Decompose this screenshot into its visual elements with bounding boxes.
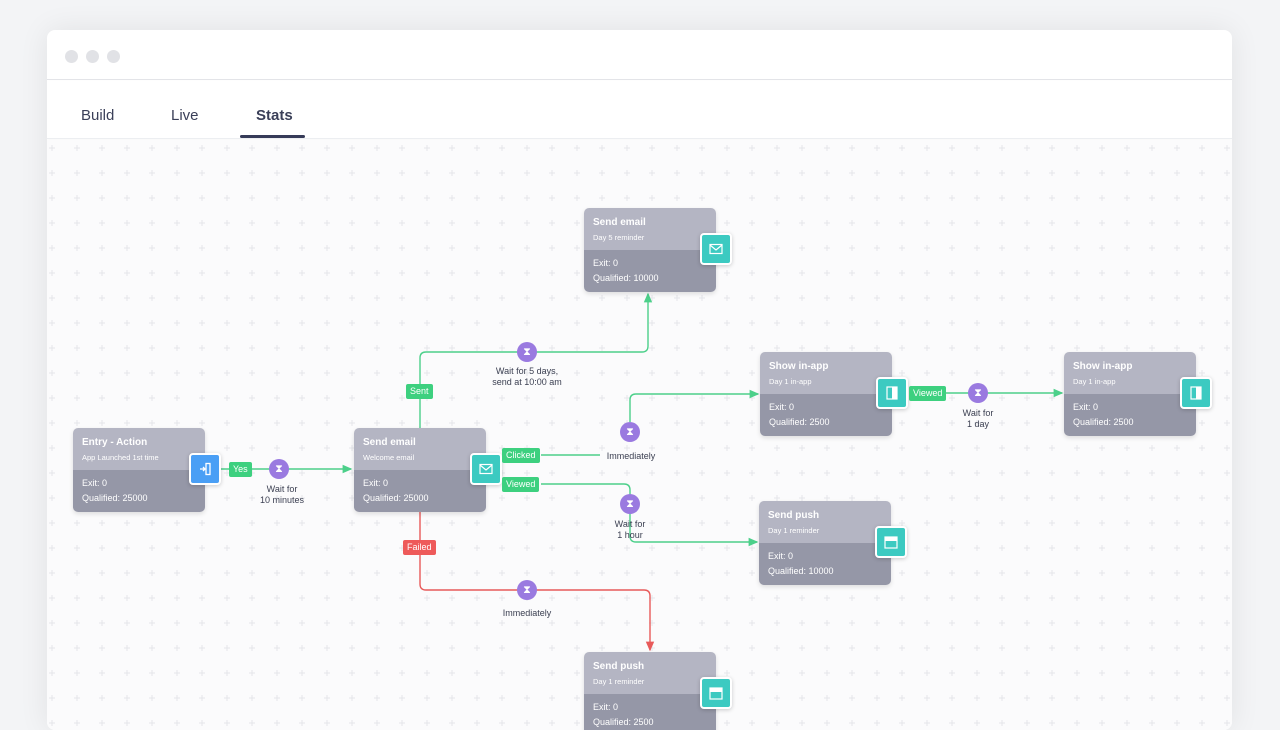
node-qualified: Qualified: 25000 — [363, 493, 429, 503]
hourglass-icon[interactable]: ⧗ — [620, 494, 640, 514]
node-title: Show in-app — [1073, 361, 1133, 372]
node-title: Show in-app — [769, 361, 829, 372]
tab-live[interactable]: Live — [171, 107, 199, 124]
branch-label-yes[interactable]: Yes — [229, 462, 252, 477]
node-title: Send email — [363, 437, 416, 448]
branch-label-failed[interactable]: Failed — [403, 540, 436, 555]
tab-stats[interactable]: Stats — [256, 107, 293, 124]
node-qualified: Qualified: 2500 — [1073, 417, 1134, 427]
tab-bar: Build Live Stats — [47, 81, 1232, 139]
branch-label-clicked[interactable]: Clicked — [502, 448, 540, 463]
node-qualified: Qualified: 2500 — [769, 417, 830, 427]
node-subtitle: Day 1 in-app — [1073, 377, 1116, 386]
node-show-in-app-1[interactable]: Show in-app Day 1 in-app Exit: 0 Qualified… — [760, 352, 908, 436]
hourglass-icon[interactable]: ⧗ — [517, 580, 537, 600]
node-entry-action[interactable]: Entry - Action App Launched 1st time Exit… — [73, 428, 221, 512]
node-send-push-1[interactable]: Send push Day 1 reminder Exit: 0 Qualified… — [759, 501, 907, 585]
in-app-icon — [1180, 377, 1212, 409]
node-title: Entry - Action — [82, 437, 148, 448]
connector-viewed — [541, 483, 759, 547]
node-send-email-welcome[interactable]: Send email Welcome email Exit: 0 Qualified… — [354, 428, 502, 512]
hourglass-icon[interactable]: ⧗ — [269, 459, 289, 479]
envelope-icon — [700, 233, 732, 265]
node-exit: Exit: 0 — [82, 478, 108, 488]
branch-label-viewed[interactable]: Viewed — [909, 386, 947, 401]
node-exit: Exit: 0 — [769, 402, 795, 412]
tab-build[interactable]: Build — [81, 107, 115, 124]
active-tab-indicator — [240, 135, 305, 138]
node-exit: Exit: 0 — [593, 702, 619, 712]
flow-canvas[interactable]: Entry - Action App Launched 1st time Exit… — [47, 140, 1232, 730]
wait-caption: Wait for 10 minutes — [259, 484, 305, 505]
hourglass-icon[interactable]: ⧗ — [517, 342, 537, 362]
branch-label-viewed[interactable]: Viewed — [502, 477, 540, 492]
node-exit: Exit: 0 — [593, 258, 619, 268]
wait-caption: Wait for 1 day — [962, 408, 994, 429]
wait-caption: Wait for 1 hour — [614, 519, 646, 540]
wait-caption: Wait for 5 days, send at 10:00 am — [492, 366, 562, 387]
app-window: Build Live Stats Entry - Action App Launc… — [47, 30, 1232, 730]
title-bar — [47, 30, 1232, 80]
wait-caption: Immediately — [603, 451, 659, 462]
node-send-push-2[interactable]: Send push Day 1 reminder Exit: 0 Qualified… — [584, 652, 732, 730]
node-title: Send push — [593, 661, 645, 672]
node-title: Send push — [768, 510, 820, 521]
envelope-icon — [470, 453, 502, 485]
window-dot[interactable] — [86, 50, 99, 63]
node-subtitle: Day 1 reminder — [768, 526, 820, 535]
branch-label-sent[interactable]: Sent — [406, 384, 433, 399]
wait-caption: Immediately — [502, 608, 552, 618]
node-exit: Exit: 0 — [1073, 402, 1099, 412]
node-qualified: Qualified: 25000 — [82, 493, 148, 503]
connector-immediate — [629, 389, 760, 422]
node-show-in-app-2[interactable]: Show in-app Day 1 in-app Exit: 0 Qualified… — [1064, 352, 1212, 436]
node-subtitle: Day 5 reminder — [593, 233, 645, 242]
node-subtitle: Day 1 reminder — [593, 677, 645, 686]
node-subtitle: App Launched 1st time — [82, 453, 159, 462]
hourglass-icon[interactable]: ⧗ — [620, 422, 640, 442]
push-icon — [875, 526, 907, 558]
hourglass-icon[interactable]: ⧗ — [968, 383, 988, 403]
node-subtitle: Day 1 in-app — [769, 377, 812, 386]
node-send-email-day5[interactable]: Send email Day 5 reminder Exit: 0 Qualifie… — [584, 208, 732, 292]
node-qualified: Qualified: 10000 — [593, 273, 659, 283]
node-title: Send email — [593, 217, 646, 228]
entry-door-icon — [189, 453, 221, 485]
node-qualified: Qualified: 10000 — [768, 566, 834, 576]
push-icon — [700, 677, 732, 709]
connector-sent — [419, 292, 653, 428]
window-dot[interactable] — [107, 50, 120, 63]
in-app-icon — [876, 377, 908, 409]
node-exit: Exit: 0 — [363, 478, 389, 488]
node-subtitle: Welcome email — [363, 453, 415, 462]
window-dot[interactable] — [65, 50, 78, 63]
node-exit: Exit: 0 — [768, 551, 794, 561]
node-qualified: Qualified: 2500 — [593, 717, 654, 727]
